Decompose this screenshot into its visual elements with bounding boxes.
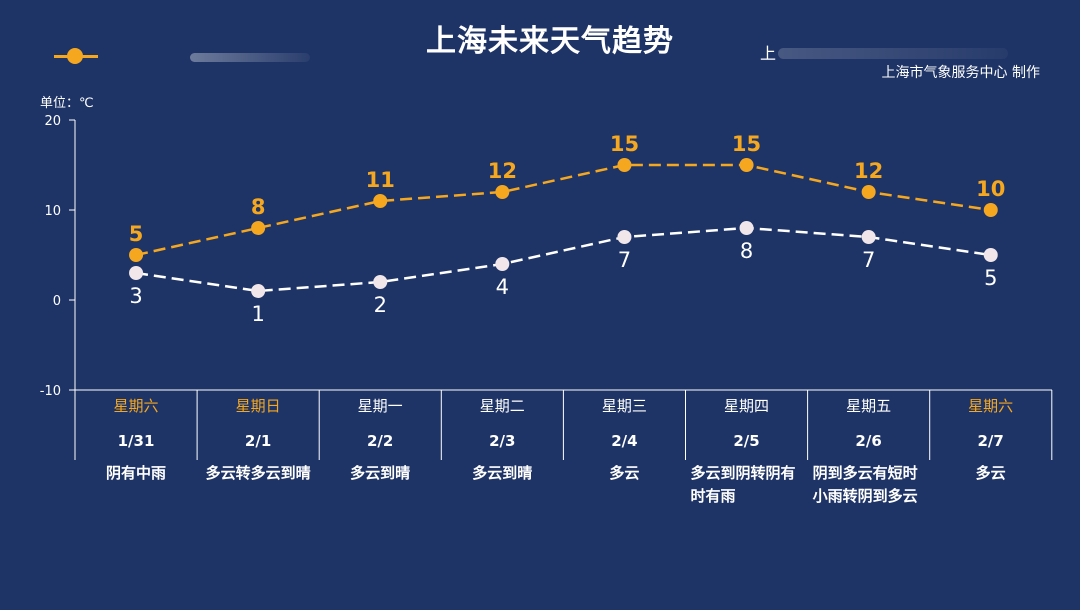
day-column: 星期五 2/6 [808, 395, 930, 452]
high-point [373, 194, 388, 208]
unit-label: 单位：℃ [40, 96, 94, 111]
legend-high-label-blurred [190, 53, 310, 62]
day-date: 2/2 [367, 432, 394, 450]
high-point [251, 221, 266, 235]
day-weather: 多云到晴 [472, 464, 533, 482]
high-point [861, 185, 876, 199]
day-column: 星期六 2/7 [930, 395, 1052, 452]
high-point [495, 185, 510, 199]
low-point [373, 275, 388, 289]
low-data-label: 8 [740, 239, 753, 263]
low-data-label: 5 [984, 266, 997, 290]
low-point [983, 248, 998, 262]
high-data-label: 15 [732, 132, 761, 156]
low-data-label: 7 [862, 248, 875, 272]
high-data-label: 5 [129, 222, 144, 246]
day-weekday: 星期二 [479, 397, 525, 415]
low-data-label: 3 [129, 284, 142, 308]
day-weekday: 星期日 [235, 397, 281, 415]
day-weekday: 星期五 [846, 397, 892, 415]
high-point [983, 203, 998, 217]
day-column: 星期三 2/4 [563, 395, 685, 452]
high-point [739, 158, 754, 172]
y-tick-label: 20 [44, 114, 61, 129]
day-weekday: 星期四 [723, 397, 769, 415]
high-point [129, 248, 144, 262]
day-weather: 多云 [975, 464, 1006, 482]
low-data-label: 4 [496, 275, 509, 299]
high-data-label: 12 [854, 159, 883, 183]
chart-title: 上海未来天气趋势 [426, 24, 674, 59]
low-point [617, 230, 632, 244]
low-point [251, 284, 266, 298]
day-weekday: 星期一 [357, 397, 403, 415]
day-weekday: 星期三 [601, 397, 647, 415]
day-date: 1/31 [117, 432, 155, 450]
low-point [129, 266, 144, 280]
day-column: 星期四 2/5 [686, 395, 808, 452]
low-point [861, 230, 876, 244]
day-weekday: 星期六 [113, 397, 159, 415]
day-weather: 多云转多云到晴 [205, 464, 311, 482]
y-tick-label: 0 [53, 294, 61, 309]
legend-low-label: 上 [760, 44, 777, 63]
day-date: 2/6 [855, 432, 882, 450]
low-point [495, 257, 510, 271]
high-data-label: 12 [488, 159, 517, 183]
low-data-label: 7 [618, 248, 631, 272]
high-data-label: 15 [610, 132, 639, 156]
day-date: 2/1 [244, 432, 272, 450]
day-date: 2/7 [977, 432, 1004, 450]
day-column: 星期六 1/31 [75, 395, 197, 452]
day-date: 2/4 [611, 432, 638, 450]
day-column: 星期一 2/2 [319, 395, 441, 452]
low-point [739, 221, 754, 235]
day-weather: 阴有中雨 [105, 464, 166, 482]
low-data-label: 2 [374, 293, 387, 317]
high-point [617, 158, 632, 172]
day-column: 星期二 2/3 [441, 395, 563, 452]
day-date: 2/5 [733, 432, 760, 450]
legend-high [54, 44, 184, 66]
source-credit: 上海市气象服务中心 制作 [881, 65, 1040, 81]
high-series-line [135, 163, 991, 257]
day-weather: 多云到晴 [350, 464, 411, 482]
day-weather: 多云 [609, 464, 640, 482]
day-weather: 多云到阴转阴有时有雨 [690, 464, 796, 505]
y-tick-label: -10 [40, 384, 61, 399]
low-data-label: 1 [251, 302, 264, 326]
y-tick-label: 10 [44, 204, 61, 219]
legend-high-marker [67, 48, 83, 64]
high-data-label: 11 [366, 168, 395, 192]
day-column: 星期日 2/1 [197, 395, 319, 452]
day-weather: 阴到多云有短时小雨转阴到多云 [812, 464, 918, 505]
high-data-label: 8 [251, 195, 266, 219]
day-weekday: 星期六 [968, 397, 1014, 415]
day-date: 2/3 [489, 432, 516, 450]
legend-low-label-blurred [778, 48, 1008, 59]
high-data-label: 10 [976, 177, 1005, 201]
